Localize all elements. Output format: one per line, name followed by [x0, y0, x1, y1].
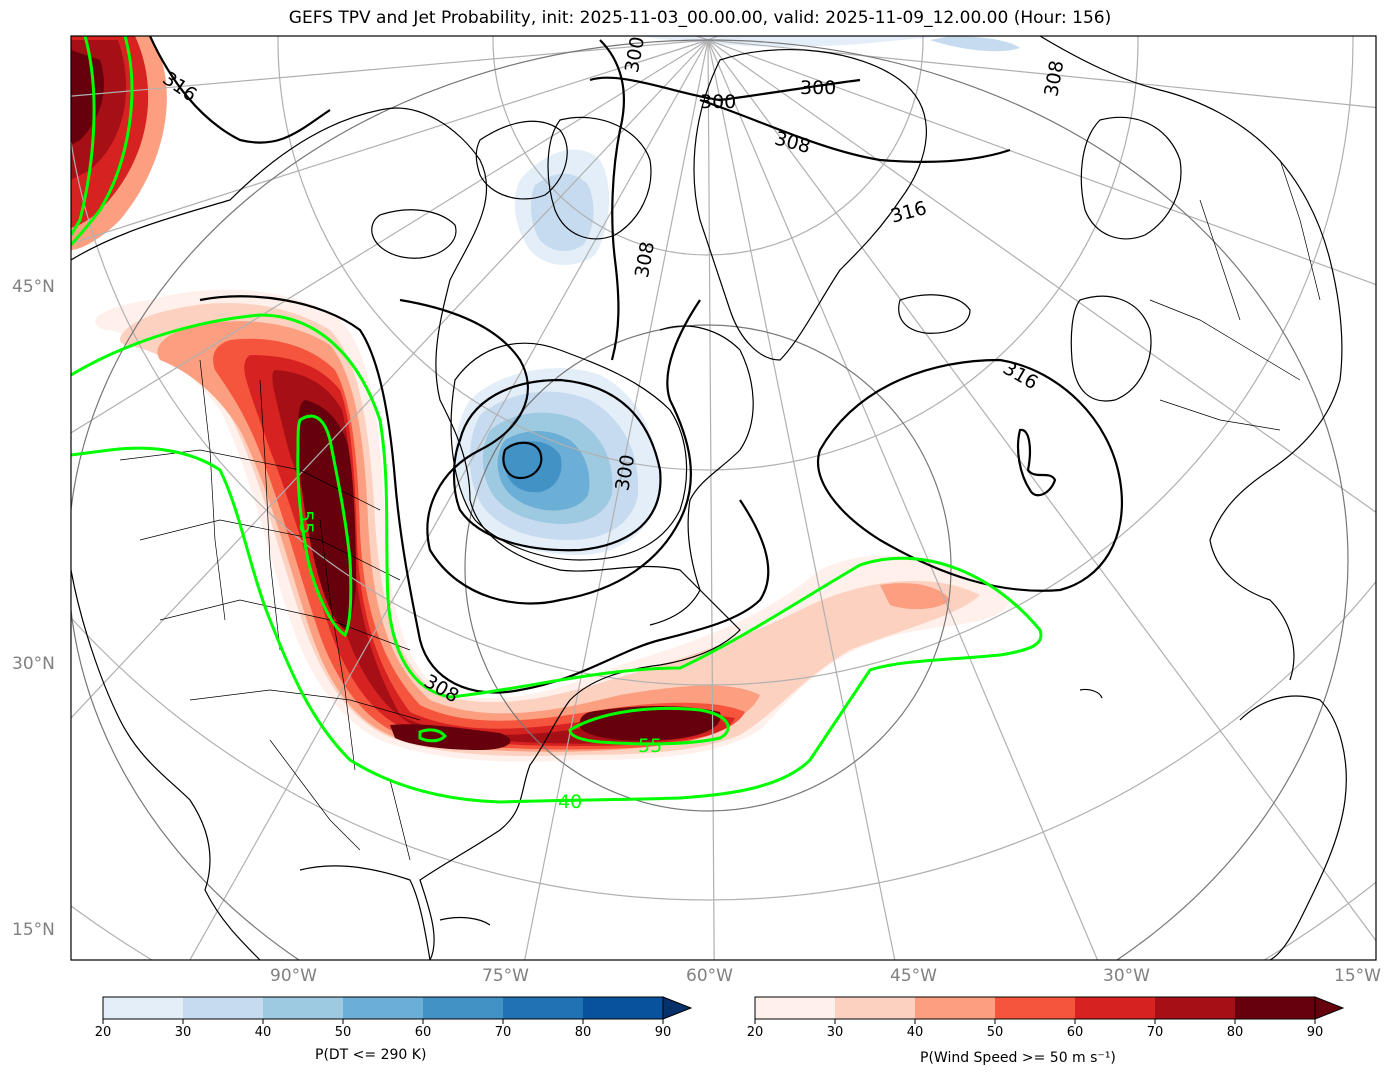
wind-colorbar-frame — [754, 996, 1316, 1020]
wind-colorbar-bin — [1075, 997, 1156, 1019]
dt-colorbar-tick-label: 40 — [254, 1025, 272, 1040]
dt-colorbar-bin — [503, 997, 584, 1019]
wind-colorbar-bin — [995, 997, 1076, 1019]
dt-colorbar-label: P(DT <= 290 K) — [315, 1047, 427, 1063]
dt-colorbar-bin — [263, 997, 344, 1019]
dt-colorbar-bin — [183, 997, 264, 1019]
wind-colorbar-tick-label: 40 — [906, 1025, 924, 1040]
lon-label-60w: 60°W — [686, 966, 733, 986]
lat-label-15n: 15°N — [12, 920, 55, 940]
lon-label-30w: 30°W — [1103, 966, 1150, 986]
wind-colorbar-bin — [915, 997, 996, 1019]
lat-label-30n: 30°N — [12, 654, 55, 674]
jet-contours — [71, 36, 1043, 804]
wind-colorbar-tick-label: 50 — [986, 1025, 1004, 1040]
wind-colorbar-tick-label: 60 — [1066, 1025, 1084, 1040]
dt-colorbar-bin — [583, 997, 664, 1019]
map-frame — [70, 35, 1377, 961]
dt-colorbar-tick-label: 60 — [414, 1025, 432, 1040]
dt-colorbar-tick-label: 50 — [334, 1025, 352, 1040]
wind-colorbar — [754, 996, 1345, 1024]
dt-colorbar-frame — [102, 996, 664, 1020]
dt-colorbar-tick-label: 30 — [174, 1025, 192, 1040]
lon-label-75w: 75°W — [482, 966, 529, 986]
dt-colorbar-tick-label: 80 — [574, 1025, 592, 1040]
dt-colorbar-bin — [423, 997, 504, 1019]
dt-colorbar-bin — [343, 997, 424, 1019]
jet-probability-shading — [71, 36, 1010, 762]
jet-label: 55 — [638, 735, 662, 757]
theta-label: 300 — [800, 77, 836, 99]
coastlines — [71, 36, 1347, 960]
political-borders — [119, 159, 1321, 861]
lon-label-45w: 45°W — [890, 966, 937, 986]
jet-label: 55 — [295, 510, 317, 534]
dt-colorbar-tick-label: 70 — [494, 1025, 512, 1040]
wind-colorbar-tick-label: 70 — [1146, 1025, 1164, 1040]
figure-title: GEFS TPV and Jet Probability, init: 2025… — [288, 8, 1112, 28]
lon-label-15w: 15°W — [1334, 966, 1381, 986]
dt-colorbar-tick-label: 20 — [94, 1025, 112, 1040]
theta-contours — [148, 36, 1123, 694]
wind-colorbar-bin — [835, 997, 916, 1019]
wind-colorbar-extend — [1314, 996, 1345, 1020]
dt-colorbar-bin — [103, 997, 184, 1019]
dt-colorbar-tick-label: 90 — [654, 1025, 672, 1040]
dt-colorbar-extend — [662, 996, 693, 1020]
dt-probability-shading — [455, 36, 1020, 555]
lat-label-45n: 45°N — [12, 277, 55, 297]
wind-colorbar-tick-label: 90 — [1306, 1025, 1324, 1040]
wind-colorbar-bin — [1155, 997, 1236, 1019]
theta-label: 300 — [700, 91, 736, 113]
wind-colorbar-label: P(Wind Speed >= 50 m s⁻¹) — [920, 1050, 1116, 1066]
wind-colorbar-tick-label: 80 — [1226, 1025, 1244, 1040]
wind-colorbar-bin — [755, 997, 836, 1019]
wind-colorbar-tick-label: 20 — [746, 1025, 764, 1040]
lon-label-90w: 90°W — [270, 966, 317, 986]
dt-colorbar — [102, 996, 693, 1024]
wind-colorbar-tick-label: 30 — [826, 1025, 844, 1040]
jet-label: 40 — [558, 791, 582, 813]
wind-colorbar-bin — [1235, 997, 1316, 1019]
